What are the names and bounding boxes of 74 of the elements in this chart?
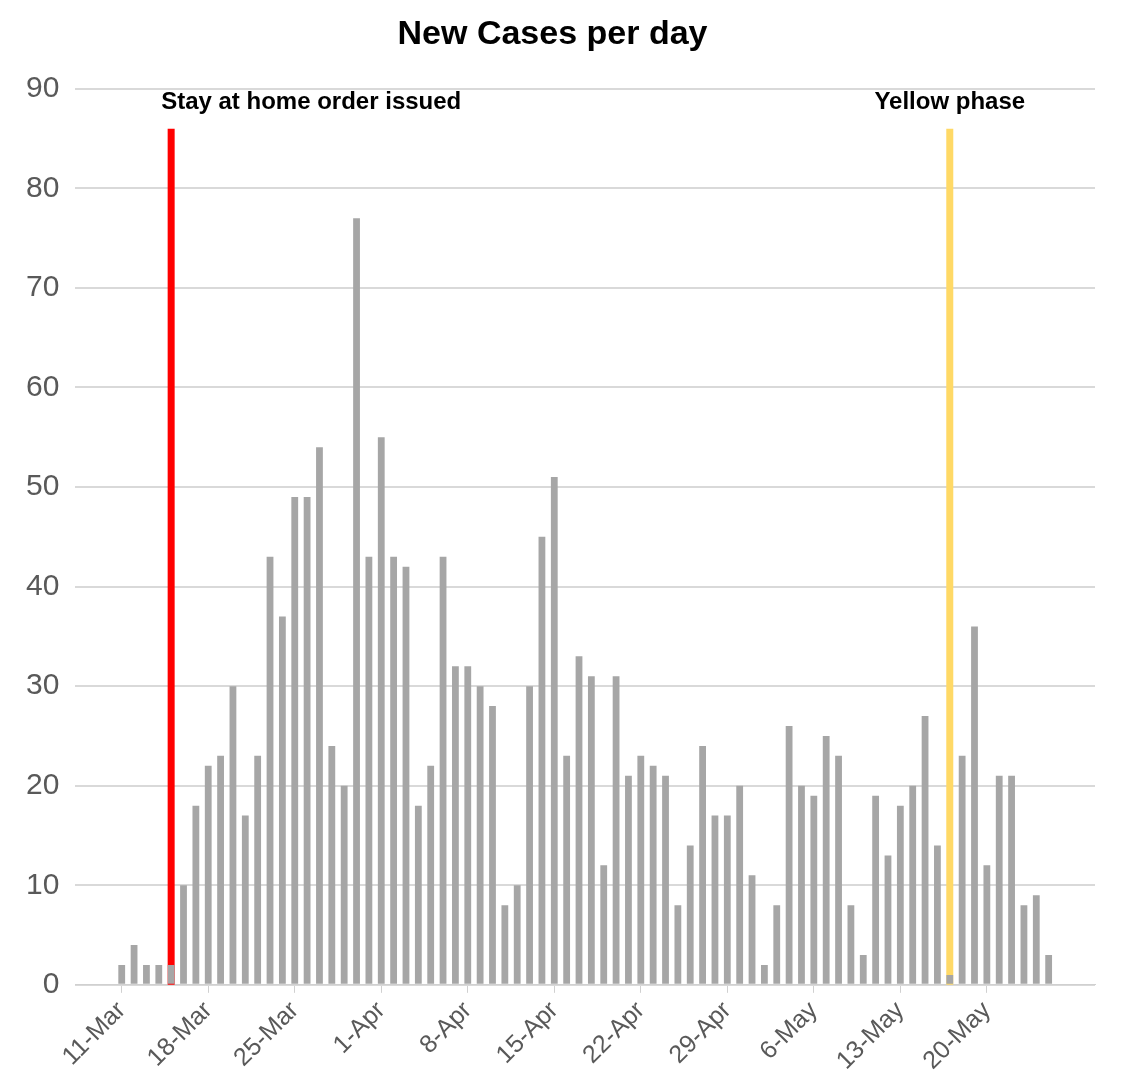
bar (723, 815, 731, 984)
bar (118, 964, 126, 984)
y-tick-label: 0 (42, 966, 60, 1000)
bar (995, 775, 1003, 984)
bar (946, 974, 954, 984)
bar (316, 447, 323, 984)
bar (1008, 775, 1015, 984)
bar (896, 805, 904, 984)
bar (303, 497, 311, 984)
bar (1032, 895, 1040, 984)
y-tick-label: 10 (25, 866, 60, 900)
bar (649, 765, 657, 984)
bar (810, 795, 818, 984)
bar (686, 845, 694, 984)
y-tick-label: 90 (25, 70, 60, 104)
bar (291, 497, 299, 984)
bar (662, 775, 669, 984)
bar (1045, 954, 1053, 984)
y-tick-label: 40 (25, 567, 60, 601)
bar (254, 755, 262, 984)
bar (377, 437, 385, 984)
bar (155, 964, 163, 984)
bar (637, 755, 645, 984)
bar (390, 556, 398, 984)
y-tick-label: 80 (25, 169, 60, 203)
bar (760, 964, 768, 984)
bar (501, 905, 509, 984)
bar (971, 626, 978, 984)
bar (822, 735, 830, 984)
bar (217, 755, 224, 984)
bar (600, 865, 608, 984)
bar (958, 755, 966, 984)
bar (167, 964, 175, 984)
bar (192, 805, 200, 984)
bar (587, 676, 595, 984)
bar (476, 686, 484, 984)
bar (625, 775, 632, 984)
bar (414, 805, 422, 984)
y-tick-label: 70 (25, 269, 60, 303)
ref-line-label: Stay at home order issued (161, 87, 462, 115)
y-tick-label: 50 (25, 468, 60, 502)
bar (736, 785, 744, 984)
bar (180, 885, 187, 984)
bar (909, 785, 917, 984)
y-tick-label: 30 (25, 667, 60, 701)
chart-title: New Cases per day (397, 12, 708, 51)
bar (427, 765, 435, 984)
bar (526, 686, 533, 984)
bar (699, 745, 706, 984)
bar (489, 706, 496, 984)
bar (513, 885, 521, 984)
bar (835, 755, 842, 984)
bar (340, 785, 348, 984)
bar (353, 218, 360, 984)
y-tick-label: 60 (25, 368, 60, 402)
bar (143, 964, 150, 984)
ref-line-label: Yellow phase (874, 87, 1026, 115)
bar (563, 755, 571, 984)
bar (464, 666, 472, 984)
bar (278, 616, 286, 984)
y-tick-label: 20 (25, 766, 60, 800)
bar (674, 905, 682, 984)
bar (785, 725, 793, 984)
bar (550, 477, 558, 984)
bar (773, 905, 781, 984)
bar (983, 865, 991, 984)
bar (798, 785, 805, 984)
bar (859, 954, 867, 984)
bar (204, 765, 212, 984)
bar (241, 815, 249, 984)
bar (328, 745, 336, 984)
bar (452, 666, 459, 984)
bar (872, 795, 880, 984)
bar (934, 845, 941, 984)
